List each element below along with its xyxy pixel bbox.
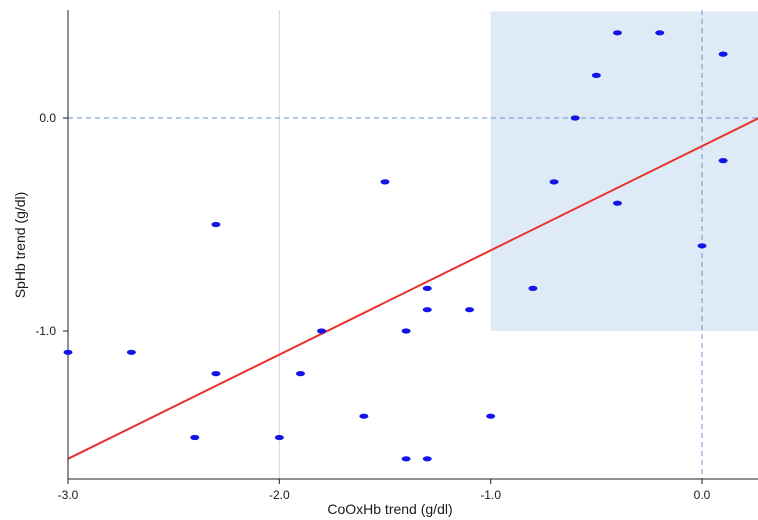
data-point	[422, 285, 432, 291]
data-point	[465, 307, 475, 313]
y-tick-label: -1.0	[35, 324, 56, 338]
data-point	[274, 434, 284, 441]
data-point	[486, 413, 496, 419]
data-point	[612, 200, 622, 206]
data-point	[380, 179, 390, 185]
y-axis-label: SpHb trend (g/dl)	[12, 192, 28, 299]
data-point	[422, 307, 432, 313]
data-point	[359, 413, 369, 419]
data-point	[697, 243, 707, 249]
data-point	[718, 51, 728, 57]
regression-line	[67, 117, 758, 460]
data-point	[570, 115, 580, 121]
x-axis-label: CoOxHb trend (g/dl)	[327, 501, 452, 517]
data-point	[63, 349, 73, 355]
plot-area: -3.0 -2.0 -1.0 0.0 0.0 -1.0	[35, 10, 758, 502]
data-point	[126, 349, 136, 355]
shaded-region	[490, 11, 758, 331]
data-point	[190, 434, 200, 441]
data-point	[655, 30, 665, 36]
data-point	[211, 371, 221, 377]
data-point	[528, 285, 538, 291]
data-point	[295, 371, 305, 377]
data-point	[401, 328, 411, 334]
data-point	[211, 221, 221, 228]
x-tick-label: -3.0	[58, 488, 79, 502]
data-point	[401, 456, 411, 462]
data-point	[317, 328, 327, 334]
data-point	[549, 179, 559, 185]
data-point	[591, 72, 601, 78]
data-point	[612, 30, 622, 36]
data-point	[718, 158, 728, 164]
data-point	[422, 456, 432, 462]
x-tick-label: -1.0	[480, 488, 501, 502]
y-tick-label: 0.0	[39, 111, 56, 125]
x-tick-label: -2.0	[269, 488, 290, 502]
x-tick-label: 0.0	[694, 488, 711, 502]
